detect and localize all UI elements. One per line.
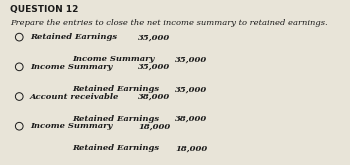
Text: 38,000: 38,000 bbox=[175, 115, 207, 123]
Text: Account receivable: Account receivable bbox=[30, 93, 119, 100]
Text: QUESTION 12: QUESTION 12 bbox=[10, 5, 79, 14]
Text: Retained Earnings: Retained Earnings bbox=[30, 33, 117, 41]
Text: 35,000: 35,000 bbox=[175, 85, 207, 93]
Text: 35,000: 35,000 bbox=[138, 33, 170, 41]
Text: Income Summary: Income Summary bbox=[30, 63, 112, 71]
Text: 38,000: 38,000 bbox=[138, 93, 170, 100]
Text: 18,000: 18,000 bbox=[175, 145, 207, 152]
Text: 18,000: 18,000 bbox=[138, 122, 170, 130]
Text: Retained Earnings: Retained Earnings bbox=[72, 115, 159, 123]
Text: Income Summary: Income Summary bbox=[30, 122, 112, 130]
Text: Retained Earnings: Retained Earnings bbox=[72, 145, 159, 152]
Text: Income Summary: Income Summary bbox=[72, 55, 154, 63]
Text: 35,000: 35,000 bbox=[175, 55, 207, 63]
Text: Retained Earnings: Retained Earnings bbox=[72, 85, 159, 93]
Text: 35,000: 35,000 bbox=[138, 63, 170, 71]
Text: Prepare the entries to close the net income summary to retained earnings.: Prepare the entries to close the net inc… bbox=[10, 19, 328, 27]
